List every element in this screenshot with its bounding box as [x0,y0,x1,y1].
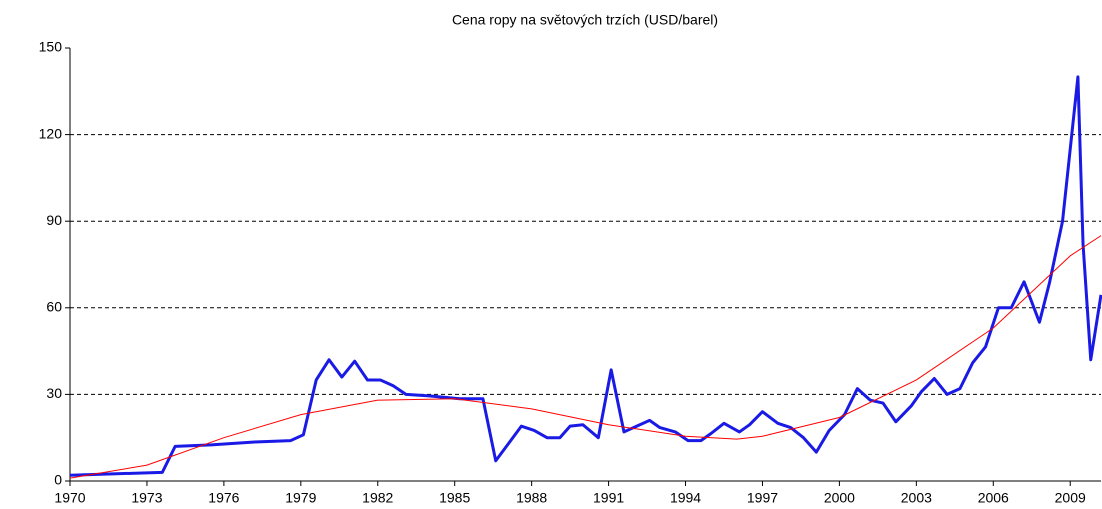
y-tick-label: 150 [39,39,63,55]
data-line [69,235,1102,479]
data-line [69,75,1102,477]
x-tick-label: 1979 [285,490,316,506]
y-tick-label: 0 [54,472,62,488]
x-tick-label: 2009 [1055,490,1086,506]
x-tick-label: 2006 [978,490,1009,506]
x-tick-label: 2000 [824,490,855,506]
x-tick-label: 1991 [593,490,624,506]
x-tick-label: 1970 [54,490,85,506]
x-tick-label: 1988 [516,490,547,506]
x-tick-label: 1976 [208,490,239,506]
x-tick-label: 2003 [901,490,932,506]
x-tick-label: 1985 [439,490,470,506]
x-tick-label: 1994 [670,490,701,506]
y-tick-label: 60 [46,299,62,315]
x-tick-label: 1982 [362,490,393,506]
y-tick-label: 30 [46,385,62,401]
x-tick-label: 1973 [131,490,162,506]
y-tick-label: 90 [46,212,62,228]
x-tick-label: 1997 [747,490,778,506]
chart-title: Cena ropy na světových trzích (USD/barel… [452,12,718,28]
y-tick-label: 120 [39,125,63,141]
